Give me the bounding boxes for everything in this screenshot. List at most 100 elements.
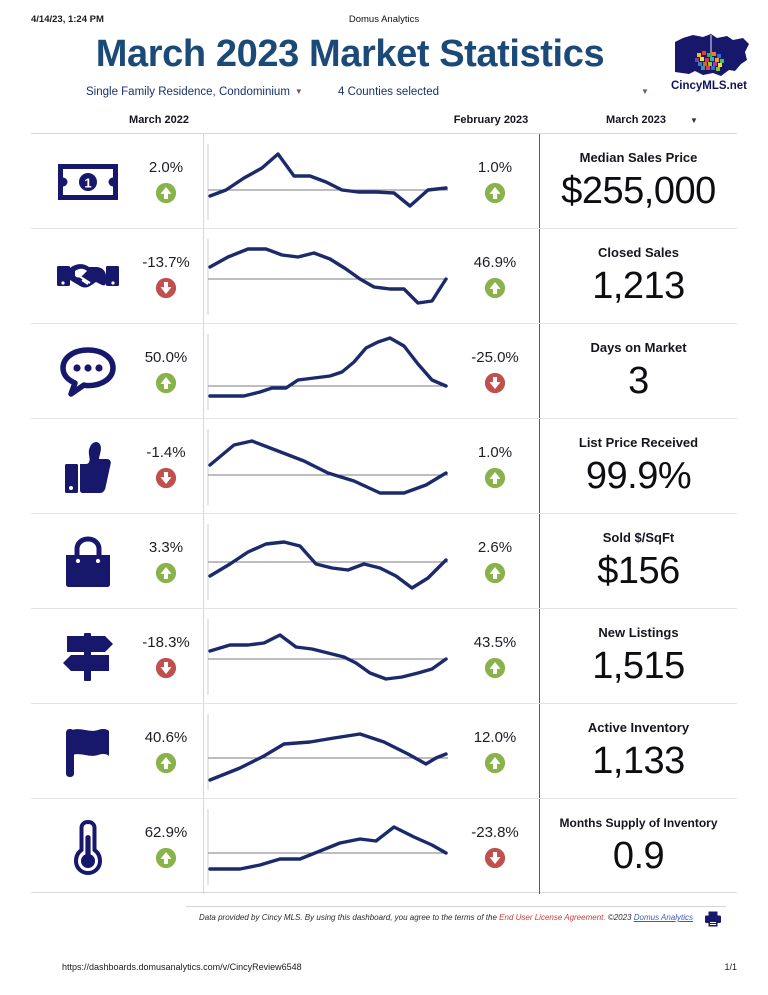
- column-header-compare-right: February 2023: [453, 114, 529, 126]
- banknote-icon: 1: [45, 134, 131, 229]
- speech-bubble-icon: [45, 324, 131, 419]
- compare-left-cell: 3.3%: [131, 514, 201, 609]
- counties-dropdown-value[interactable]: 4 Counties selected: [338, 86, 440, 98]
- metric-value-cell: Median Sales Price $255,000: [539, 134, 737, 229]
- table-row: -18.3% 43.5% New Listings 1,515: [31, 608, 737, 704]
- percent-change-value: -25.0%: [471, 349, 519, 366]
- metric-value: $156: [597, 550, 680, 592]
- compare-right-cell: -25.0%: [453, 324, 537, 419]
- percent-change-value: 43.5%: [473, 634, 517, 651]
- sparkline-chart: [203, 799, 453, 894]
- signpost-icon: [45, 609, 131, 704]
- chevron-down-icon[interactable]: ▼: [294, 87, 303, 96]
- arrow-down-badge-icon: [155, 277, 177, 299]
- metric-value-cell: List Price Received 99.9%: [539, 419, 737, 514]
- flag-icon: [45, 704, 131, 799]
- logo-label: CincyMLS.net: [670, 80, 748, 92]
- metric-value: 99.9%: [585, 455, 692, 497]
- statistics-table: 1 2.0% 1.0% Median Sales Price: [31, 133, 737, 894]
- compare-left-cell: -1.4%: [131, 419, 201, 514]
- arrow-up-badge-icon: [484, 657, 506, 679]
- column-header-row: March 2022 February 2023 March 2023 ▼: [0, 114, 768, 132]
- counties-chevron-down-icon[interactable]: ▼: [641, 87, 649, 96]
- arrow-down-badge-icon: [484, 847, 506, 869]
- svg-text:1: 1: [84, 175, 91, 190]
- table-row: 1 2.0% 1.0% Median Sales Price: [31, 133, 737, 229]
- compare-right-cell: 12.0%: [453, 704, 537, 799]
- metric-value: 0.9: [612, 835, 665, 877]
- sparkline-chart: [203, 704, 453, 799]
- percent-change-value: 50.0%: [144, 349, 188, 366]
- sparkline-chart: [203, 229, 453, 324]
- compare-right-cell: -23.8%: [453, 799, 537, 894]
- arrow-down-badge-icon: [155, 657, 177, 679]
- metric-value: 1,213: [592, 265, 685, 307]
- percent-change-value: 2.0%: [148, 159, 184, 176]
- metric-label: List Price Received: [578, 435, 699, 450]
- percent-change-value: 12.0%: [473, 729, 517, 746]
- arrow-up-badge-icon: [484, 467, 506, 489]
- arrow-up-badge-icon: [484, 752, 506, 774]
- metric-value-cell: Closed Sales 1,213: [539, 229, 737, 324]
- percent-change-value: -18.3%: [142, 634, 190, 651]
- compare-left-cell: 50.0%: [131, 324, 201, 419]
- domus-analytics-link[interactable]: Domus Analytics: [633, 913, 694, 922]
- table-row: 3.3% 2.6% Sold $/SqFt $156: [31, 513, 737, 609]
- print-footer: https://dashboards.domusanalytics.com/v/…: [0, 962, 768, 980]
- metric-value-cell: Days on Market 3: [539, 324, 737, 419]
- column-header-current: March 2023: [606, 114, 666, 126]
- compare-right-cell: 46.9%: [453, 229, 537, 324]
- metric-value-cell: Sold $/SqFt $156: [539, 514, 737, 609]
- browser-print-header: 4/14/23, 1:24 PM Domus Analytics: [0, 14, 768, 30]
- compare-right-cell: 43.5%: [453, 609, 537, 704]
- thumbs-up-icon: [45, 419, 131, 514]
- arrow-up-badge-icon: [484, 182, 506, 204]
- compare-left-cell: 2.0%: [131, 134, 201, 229]
- arrow-up-badge-icon: [155, 847, 177, 869]
- arrow-up-badge-icon: [155, 182, 177, 204]
- metric-label: Days on Market: [590, 340, 687, 355]
- metric-value: 1,515: [592, 645, 685, 687]
- arrow-up-badge-icon: [484, 562, 506, 584]
- arrow-up-badge-icon: [155, 752, 177, 774]
- arrow-down-badge-icon: [484, 372, 506, 394]
- metric-label: Active Inventory: [587, 720, 690, 735]
- metric-label: Sold $/SqFt: [602, 530, 675, 545]
- percent-change-value: 3.3%: [148, 539, 184, 556]
- footer-divider: [186, 906, 726, 907]
- percent-change-value: 1.0%: [477, 159, 513, 176]
- percent-change-value: -1.4%: [146, 444, 186, 461]
- arrow-up-badge-icon: [155, 562, 177, 584]
- handshake-icon: [45, 229, 131, 324]
- arrow-down-badge-icon: [155, 467, 177, 489]
- percent-change-value: -23.8%: [471, 824, 519, 841]
- percent-change-value: 2.6%: [477, 539, 513, 556]
- eula-link[interactable]: End User License Agreement.: [499, 913, 606, 922]
- metric-value: 1,133: [592, 740, 685, 782]
- compare-left-cell: -13.7%: [131, 229, 201, 324]
- filter-bar: Single Family Residence, Condominium ▼ 4 …: [0, 86, 768, 104]
- current-month-chevron-down-icon[interactable]: ▼: [690, 116, 698, 125]
- compare-left-cell: 40.6%: [131, 704, 201, 799]
- compare-left-cell: -18.3%: [131, 609, 201, 704]
- print-document-title: Domus Analytics: [348, 14, 420, 25]
- metric-label: Months Supply of Inventory: [559, 816, 718, 830]
- printer-icon[interactable]: [704, 910, 722, 928]
- metric-value-cell: New Listings 1,515: [539, 609, 737, 704]
- footer-copyright: ©2023: [605, 913, 634, 922]
- arrow-up-badge-icon: [155, 372, 177, 394]
- sparkline-chart: [203, 514, 453, 609]
- column-header-compare-left: March 2022: [129, 114, 189, 126]
- table-row: -1.4% 1.0% List Price Received 99.9%: [31, 418, 737, 514]
- page-number: 1/1: [724, 962, 737, 972]
- percent-change-value: 46.9%: [473, 254, 517, 271]
- percent-change-value: 1.0%: [477, 444, 513, 461]
- shopping-bag-icon: [45, 514, 131, 609]
- metric-value: 3: [628, 360, 649, 402]
- table-row: -13.7% 46.9% Closed Sales 1,213: [31, 228, 737, 324]
- percent-change-value: 62.9%: [144, 824, 188, 841]
- footer-text: Data provided by Cincy MLS. By using thi…: [198, 913, 500, 922]
- compare-right-cell: 1.0%: [453, 134, 537, 229]
- property-type-dropdown[interactable]: Single Family Residence, Condominium ▼: [86, 86, 303, 98]
- cincymls-map-logo: CincyMLS.net: [659, 26, 759, 98]
